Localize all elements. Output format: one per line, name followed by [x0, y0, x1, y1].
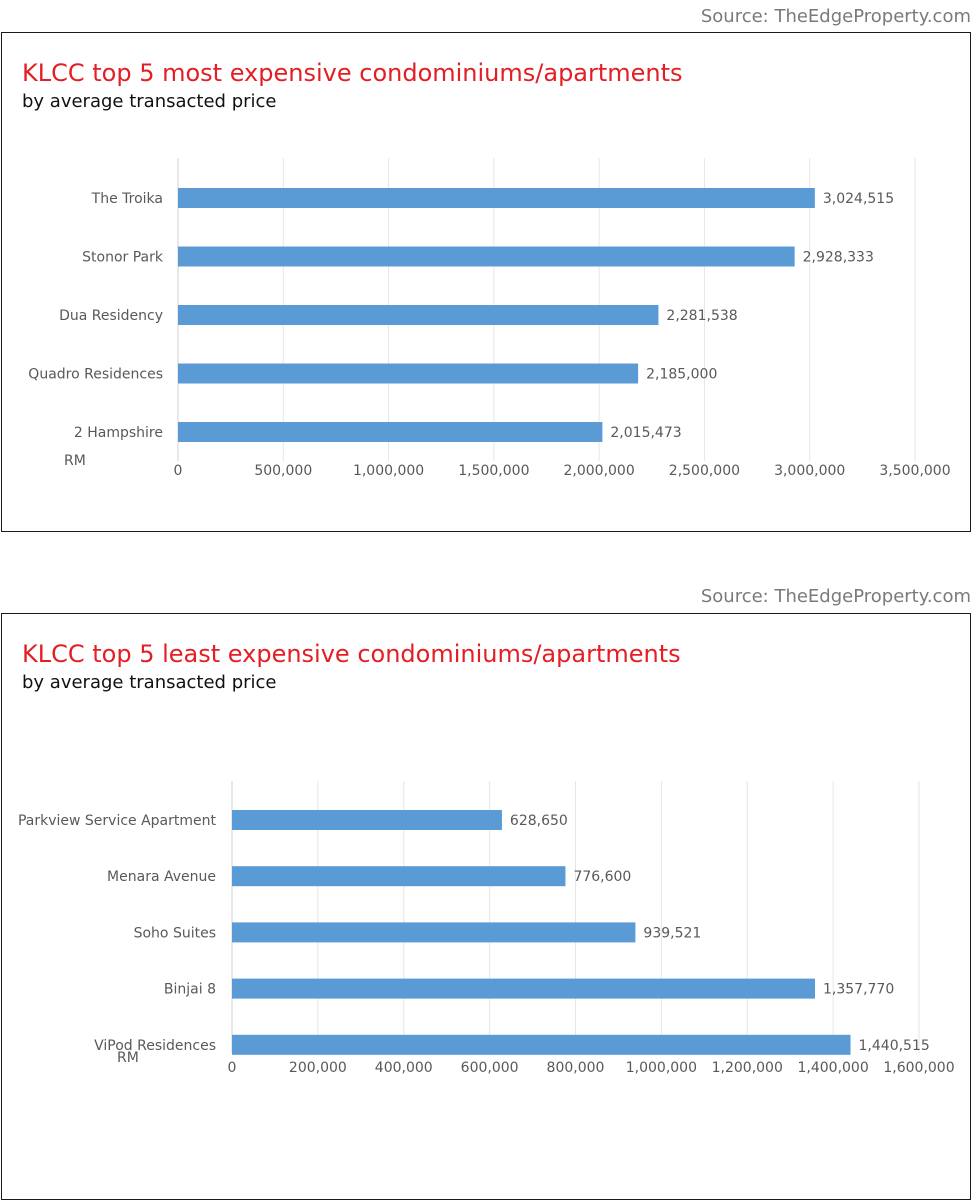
x-tick-label: 3,500,000: [879, 463, 950, 479]
x-tick-label: 0: [174, 463, 183, 479]
axis-unit-label: RM: [117, 1050, 139, 1066]
data-label: 1,357,770: [823, 982, 894, 998]
category-label: Parkview Service Apartment: [18, 813, 217, 829]
chart-panel-least-expensive: KLCC top 5 least expensive condominiums/…: [1, 613, 971, 1200]
x-tick-label: 1,000,000: [626, 1060, 697, 1076]
chart-title: KLCC top 5 least expensive condominiums/…: [22, 640, 681, 668]
data-label: 939,521: [643, 925, 701, 941]
category-label: Quadro Residences: [28, 367, 163, 383]
data-label: 2,185,000: [646, 367, 717, 383]
x-tick-label: 600,000: [461, 1060, 519, 1076]
x-tick-label: 1,600,000: [883, 1060, 954, 1076]
axis-unit-label: RM: [64, 453, 86, 469]
data-label: 2,928,333: [803, 250, 874, 266]
category-label: Menara Avenue: [107, 869, 216, 885]
bar-chart-most-expensive: 0 500,000 1,000,000 1,500,000 2,000,000 2,500…: [28, 158, 951, 479]
data-label: 2,281,538: [666, 308, 737, 324]
bar-chart-least-expensive: 0 200,000 400,000 600,000 800,000 1,000,000 1,…: [18, 781, 955, 1076]
bar: [232, 810, 502, 830]
category-label: Binjai 8: [164, 982, 216, 998]
x-tick-label: 2,000,000: [564, 463, 635, 479]
source-credit-1: Source: TheEdgeProperty.com: [700, 6, 971, 27]
category-label: Dua Residency: [59, 308, 163, 324]
bar: [178, 363, 639, 384]
bar: [232, 866, 566, 887]
bar: [178, 188, 815, 208]
x-tick-label: 2,500,000: [669, 463, 740, 479]
category-label: Stonor Park: [82, 250, 164, 266]
chart-subtitle: by average transacted price: [22, 91, 277, 112]
data-label: 3,024,515: [823, 191, 894, 207]
x-tick-label: 1,500,000: [458, 463, 529, 479]
chart-subtitle: by average transacted price: [22, 672, 277, 693]
chart-panel-most-expensive: KLCC top 5 most expensive condominiums/a…: [1, 32, 971, 532]
x-tick-label: 1,400,000: [797, 1060, 868, 1076]
bar: [232, 1034, 851, 1055]
x-tick-label: 0: [228, 1060, 237, 1076]
data-label: 628,650: [510, 813, 568, 829]
chart-title: KLCC top 5 most expensive condominiums/a…: [22, 59, 683, 87]
data-label: 1,440,515: [859, 1038, 930, 1054]
x-tick-label: 200,000: [289, 1060, 347, 1076]
category-label: ViPod Residences: [94, 1038, 216, 1054]
x-tick-label: 800,000: [547, 1060, 605, 1076]
x-tick-label: 1,000,000: [353, 463, 424, 479]
category-label: The Troika: [91, 191, 163, 207]
category-label: Soho Suites: [134, 925, 216, 941]
bar: [178, 246, 795, 267]
bar: [178, 305, 659, 325]
x-tick-label: 400,000: [375, 1060, 433, 1076]
source-credit-2: Source: TheEdgeProperty.com: [700, 586, 971, 607]
x-tick-label: 3,000,000: [774, 463, 845, 479]
x-tick-label: 1,200,000: [712, 1060, 783, 1076]
bar: [232, 978, 815, 999]
data-label: 2,015,473: [610, 425, 681, 441]
bar: [232, 922, 636, 943]
category-label: 2 Hampshire: [74, 425, 163, 441]
data-label: 776,600: [573, 869, 631, 885]
x-tick-label: 500,000: [254, 463, 312, 479]
bar: [178, 422, 603, 442]
